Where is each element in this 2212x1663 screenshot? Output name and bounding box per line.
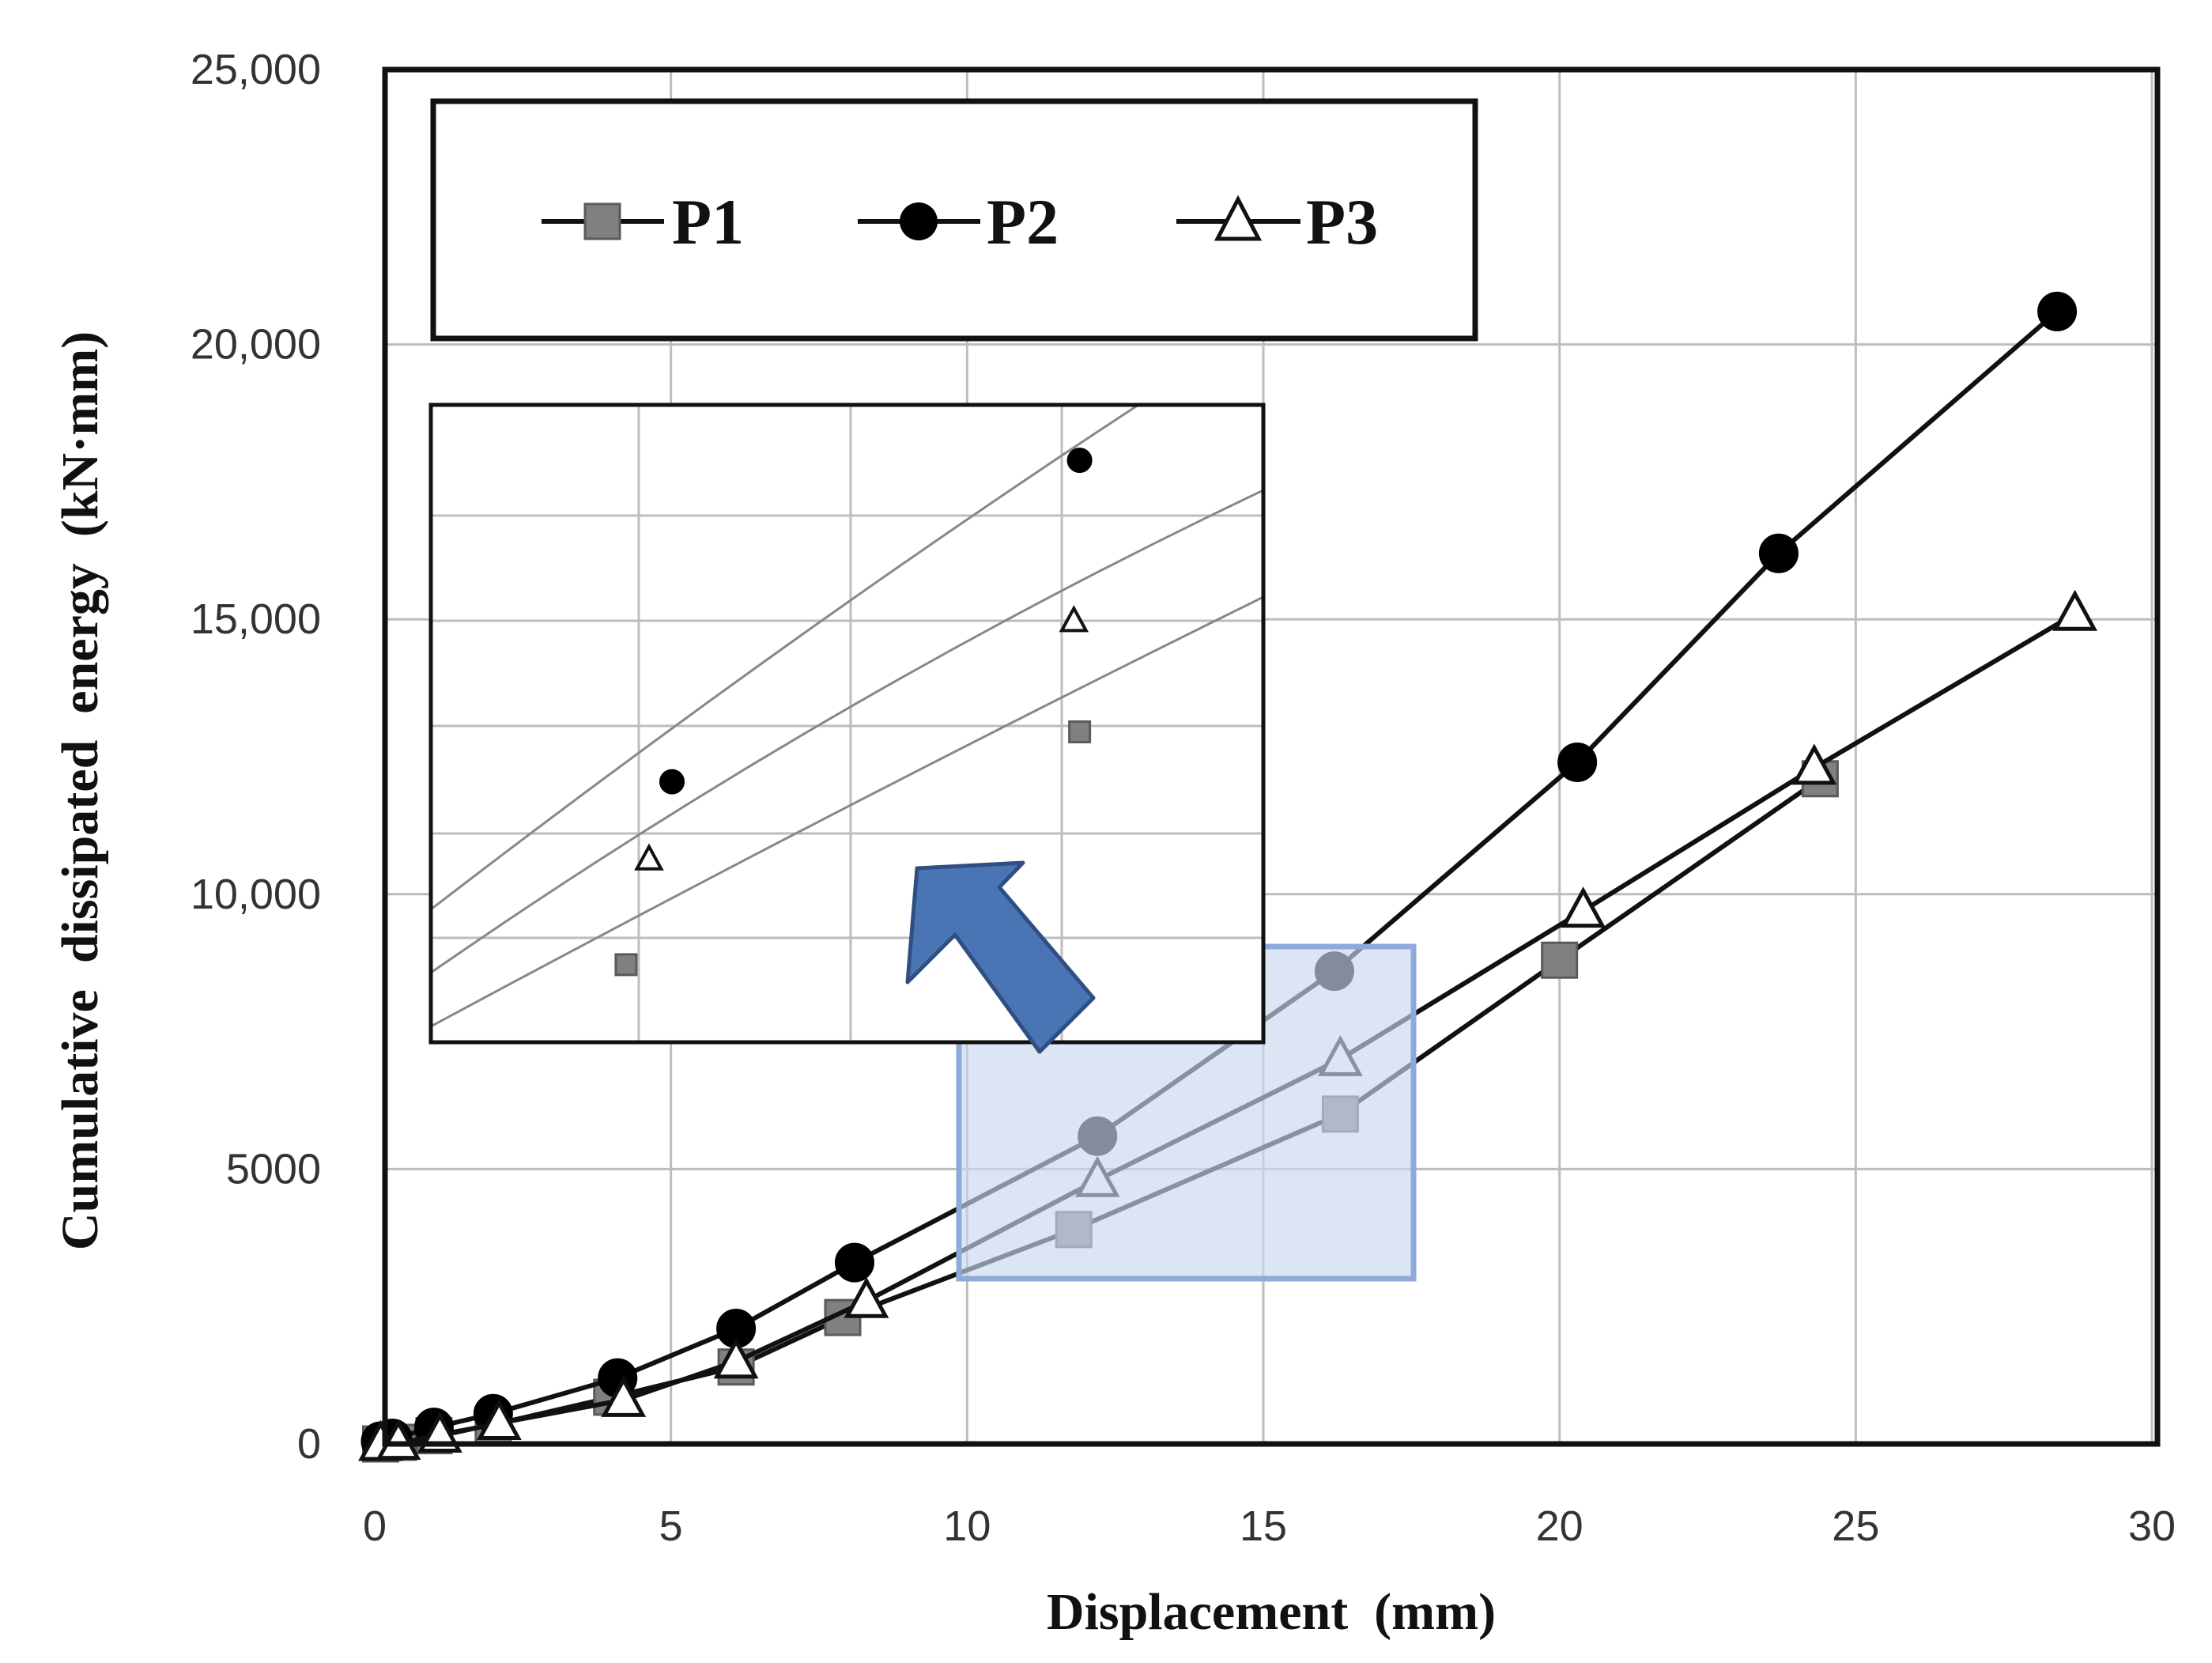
- data-point-p2: [2037, 291, 2078, 331]
- data-point-p2: [1758, 533, 1799, 573]
- legend-marker-p1: [583, 202, 621, 240]
- y-tick-label: 10,000: [191, 871, 321, 918]
- y-tick-label: 5000: [226, 1145, 321, 1192]
- legend-entry-p3: P3: [1176, 186, 1378, 258]
- data-point-p3: [601, 1375, 647, 1417]
- legend-marker-p3: [1214, 195, 1263, 241]
- legend-entry-p1: P1: [542, 186, 744, 258]
- y-tick-label: 25,000: [191, 46, 321, 93]
- data-point-p2: [834, 1242, 874, 1283]
- x-tick-label: 10: [943, 1502, 991, 1550]
- series-p3: [358, 589, 2098, 1461]
- legend-label-p2: P2: [987, 186, 1059, 258]
- inset-curve-p1: [431, 595, 1263, 1028]
- legend-label-p1: P1: [672, 186, 744, 258]
- inset-curve-p3: [431, 489, 1263, 974]
- data-point-p1: [1541, 941, 1579, 979]
- inset-plot: [428, 403, 1266, 1054]
- data-point-p3: [2052, 589, 2098, 631]
- data-point-p3: [844, 1276, 889, 1318]
- inset-point-p1: [614, 953, 638, 977]
- data-point-p3: [376, 1419, 421, 1461]
- data-point-p3: [1791, 743, 1837, 785]
- legend-entry-p2: P2: [858, 186, 1059, 258]
- x-tick-label: 0: [363, 1502, 387, 1550]
- zoom-arrow-icon: [905, 860, 1096, 1054]
- x-tick-label: 20: [1536, 1502, 1584, 1550]
- inset-curves: [431, 405, 1263, 1028]
- data-point-p3: [713, 1337, 759, 1379]
- legend-label-p3: P3: [1306, 186, 1378, 258]
- legend-marker-p2: [900, 202, 938, 240]
- inset-point-p1: [1068, 720, 1092, 744]
- legend: P1 P2 P3: [430, 98, 1478, 342]
- data-point-p2: [1557, 742, 1598, 782]
- inset-curve-p2: [431, 405, 1139, 911]
- y-axis-title: Cumulative dissipated energy (kN·mm): [51, 331, 109, 1250]
- y-tick-label: 0: [297, 1420, 321, 1468]
- x-tick-label: 25: [1832, 1502, 1879, 1550]
- x-tick-labels: 0 5 10 15 20 25 30: [363, 1502, 2176, 1550]
- inset-point-p2: [659, 769, 685, 795]
- y-tick-labels: 0 5000 10,000 15,000 20,000 25,000: [191, 46, 321, 1468]
- inset-background: [431, 405, 1263, 1042]
- x-tick-label: 15: [1240, 1502, 1287, 1550]
- series-layer: [358, 291, 2098, 1463]
- y-tick-label: 20,000: [191, 321, 321, 369]
- plot-frame: [382, 66, 2161, 1447]
- y-tick-label: 15,000: [191, 595, 321, 643]
- x-tick-label: 30: [2128, 1502, 2176, 1550]
- inset-point-p3: [1059, 605, 1089, 633]
- x-tick-label: 5: [659, 1502, 683, 1550]
- inset-point-p2: [1066, 448, 1093, 474]
- data-point-p3: [1561, 886, 1606, 928]
- x-axis-title: Displacement (mm): [1047, 1583, 1496, 1641]
- data-point-p3: [476, 1399, 522, 1441]
- inset-point-p3: [634, 843, 664, 871]
- inset-frame: [428, 403, 1266, 1045]
